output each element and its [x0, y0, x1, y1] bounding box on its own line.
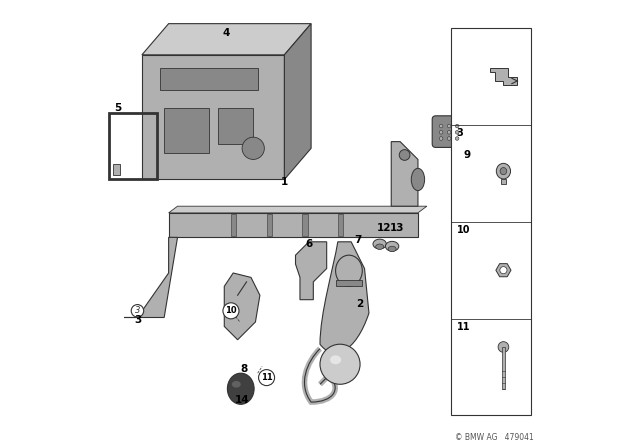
Text: © BMW AG   479041: © BMW AG 479041 [455, 433, 534, 442]
Text: 8: 8 [241, 364, 248, 374]
Circle shape [447, 124, 451, 128]
Bar [302, 214, 308, 237]
Circle shape [498, 342, 509, 352]
Bar [113, 164, 120, 175]
Circle shape [131, 305, 144, 317]
Circle shape [439, 124, 443, 128]
Ellipse shape [330, 355, 341, 364]
Text: 5: 5 [114, 103, 121, 113]
Circle shape [447, 137, 451, 140]
Ellipse shape [376, 244, 383, 250]
Polygon shape [284, 24, 311, 180]
Text: 11: 11 [260, 373, 273, 382]
Ellipse shape [385, 241, 399, 251]
Bar [267, 214, 272, 237]
Circle shape [439, 130, 443, 134]
Bar [109, 113, 157, 180]
Text: 3: 3 [457, 129, 463, 138]
Circle shape [399, 150, 410, 160]
Circle shape [242, 137, 264, 159]
Circle shape [455, 137, 459, 140]
Bar [335, 280, 362, 286]
Text: 9: 9 [463, 150, 470, 160]
Circle shape [259, 370, 275, 386]
Text: 3: 3 [135, 306, 140, 315]
Bar [451, 28, 531, 415]
Text: 10: 10 [457, 225, 470, 235]
Circle shape [439, 137, 443, 140]
Text: 4: 4 [223, 28, 230, 38]
Bar [168, 213, 418, 237]
Polygon shape [391, 142, 418, 206]
Circle shape [447, 130, 451, 134]
Ellipse shape [496, 164, 511, 179]
Bar [142, 55, 284, 180]
Bar [338, 214, 343, 237]
Polygon shape [142, 24, 311, 55]
Ellipse shape [388, 246, 396, 252]
Ellipse shape [232, 381, 241, 388]
FancyBboxPatch shape [432, 116, 468, 147]
Text: 14: 14 [235, 395, 250, 405]
Circle shape [500, 267, 507, 274]
Bar [500, 179, 506, 185]
Text: 2: 2 [356, 299, 364, 309]
Ellipse shape [500, 168, 507, 175]
Polygon shape [224, 273, 260, 340]
Circle shape [455, 124, 459, 128]
Polygon shape [496, 263, 511, 277]
Text: 3: 3 [134, 315, 141, 325]
Bar [231, 214, 236, 237]
Circle shape [455, 130, 459, 134]
Text: 11: 11 [457, 322, 470, 332]
Ellipse shape [227, 373, 254, 404]
Bar [218, 108, 253, 144]
Polygon shape [296, 242, 326, 300]
Polygon shape [124, 237, 177, 318]
Circle shape [223, 303, 239, 319]
PathPatch shape [320, 242, 369, 353]
Text: 7: 7 [354, 235, 362, 245]
Bar [502, 347, 505, 389]
Bar [164, 108, 209, 153]
Circle shape [320, 344, 360, 384]
Text: 1: 1 [281, 177, 288, 187]
Polygon shape [168, 206, 427, 213]
Text: 13: 13 [389, 224, 404, 233]
Text: 12: 12 [376, 224, 391, 233]
Ellipse shape [335, 255, 362, 286]
Bar [160, 68, 258, 90]
Polygon shape [490, 68, 516, 86]
Text: 10: 10 [225, 306, 237, 315]
Text: 6: 6 [305, 239, 312, 249]
Ellipse shape [373, 239, 387, 249]
Ellipse shape [412, 168, 424, 190]
